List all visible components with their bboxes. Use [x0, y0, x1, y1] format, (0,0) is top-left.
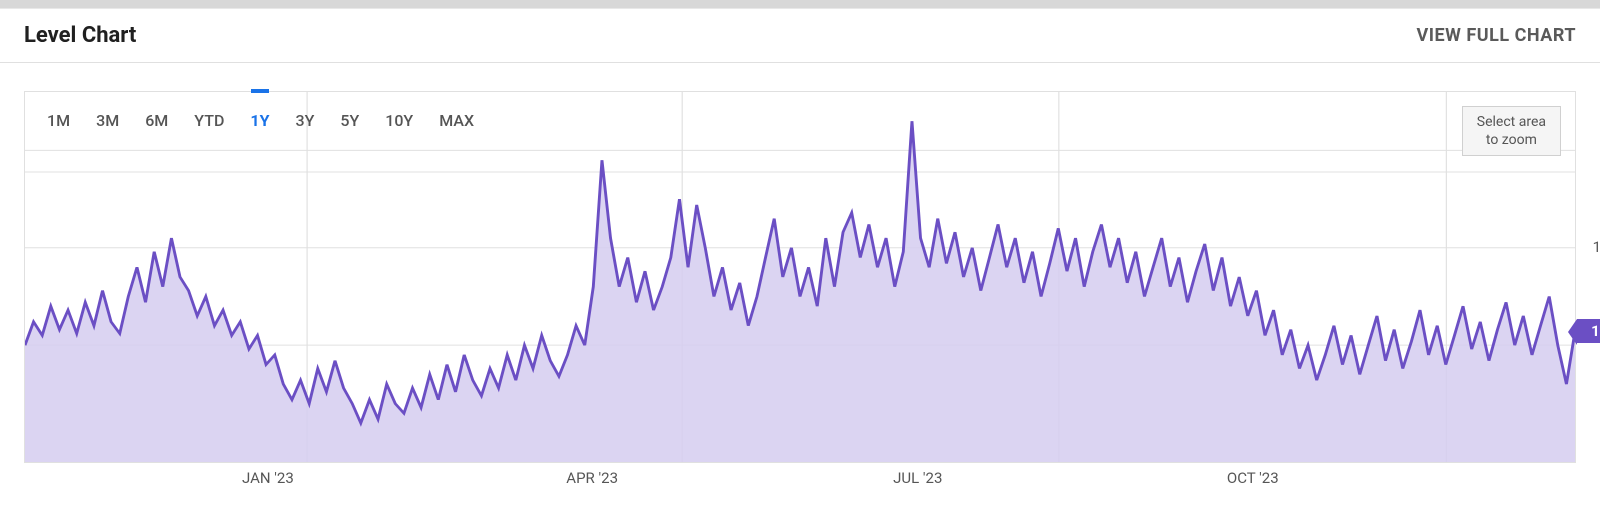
x-axis-labels: JAN '23 APR '23 JUL '23 OCT '23	[24, 469, 1364, 497]
view-full-chart-link[interactable]: VIEW FULL CHART	[1417, 25, 1576, 46]
header: Level Chart VIEW FULL CHART	[0, 8, 1600, 63]
range-ytd[interactable]: YTD	[184, 105, 234, 136]
range-3m[interactable]: 3M	[86, 105, 129, 136]
range-6m[interactable]: 6M	[135, 105, 178, 136]
range-1m[interactable]: 1M	[37, 105, 80, 136]
x-tick-label: APR '23	[566, 469, 618, 487]
top-bar	[0, 0, 1600, 8]
range-1y[interactable]: 1Y	[240, 105, 279, 136]
chart-frame: 1M3M6MYTD1Y3Y5Y10YMAX Select area to zoo…	[24, 91, 1576, 463]
range-10y[interactable]: 10Y	[375, 105, 423, 136]
x-tick-label: JAN '23	[242, 469, 294, 487]
chart-container: 1M3M6MYTD1Y3Y5Y10YMAX Select area to zoo…	[0, 63, 1600, 517]
x-tick-label: JUL '23	[893, 469, 942, 487]
page-title: Level Chart	[24, 23, 136, 48]
range-5y[interactable]: 5Y	[330, 105, 369, 136]
y-tick-label: 1.50M	[1593, 238, 1600, 256]
range-selector: 1M3M6MYTD1Y3Y5Y10YMAX	[25, 92, 1575, 148]
last-value-flag: 1.070M	[1577, 319, 1600, 343]
range-max[interactable]: MAX	[429, 105, 484, 136]
zoom-hint: Select area to zoom	[1462, 106, 1561, 156]
x-tick-label: OCT '23	[1227, 469, 1279, 487]
range-3y[interactable]: 3Y	[285, 105, 324, 136]
